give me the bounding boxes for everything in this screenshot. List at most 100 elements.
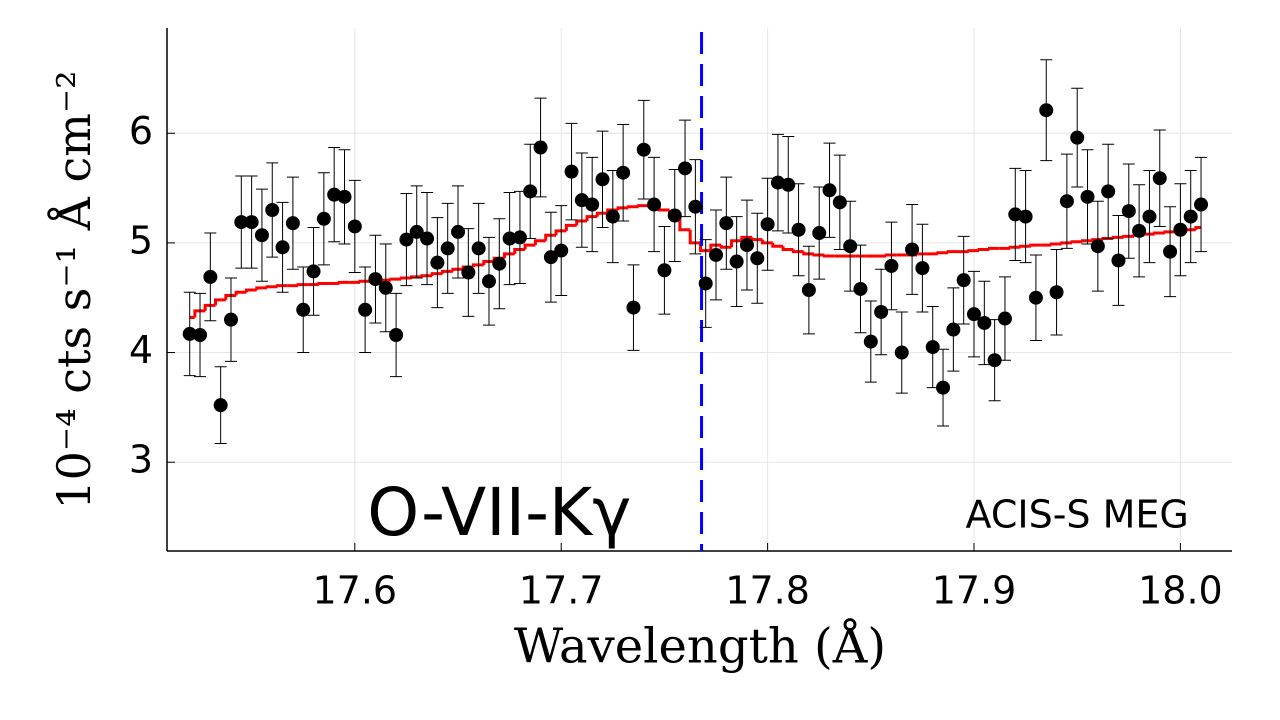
model-step xyxy=(750,237,763,242)
model-step xyxy=(729,239,742,248)
model-step xyxy=(760,239,773,245)
data-point xyxy=(1018,209,1033,224)
data-point xyxy=(843,239,858,254)
data-point xyxy=(698,276,713,291)
data-point xyxy=(894,345,909,360)
y-tick-label: 5 xyxy=(129,218,153,262)
data-point xyxy=(451,224,466,239)
data-point xyxy=(213,398,228,413)
model-step xyxy=(214,298,226,306)
data-point xyxy=(399,232,414,247)
model-step xyxy=(977,247,990,251)
data-point xyxy=(647,197,662,212)
data-point xyxy=(337,189,352,204)
model-step xyxy=(1163,230,1176,234)
data-point xyxy=(306,264,321,279)
model-step xyxy=(936,251,949,255)
model-step xyxy=(255,286,268,291)
data-point xyxy=(832,195,847,210)
data-point xyxy=(223,312,238,327)
model-step xyxy=(430,272,443,276)
data-point xyxy=(1111,253,1126,268)
model-step xyxy=(709,243,722,251)
data-point xyxy=(389,328,404,343)
model-step xyxy=(523,243,536,250)
data-point xyxy=(791,222,806,237)
data-point xyxy=(1152,171,1167,186)
data-point xyxy=(409,224,424,239)
data-point xyxy=(760,217,775,232)
data-point xyxy=(739,238,754,253)
data-point xyxy=(265,203,280,218)
x-tick-label: 18.0 xyxy=(1138,569,1223,613)
data-point xyxy=(801,283,816,298)
data-point xyxy=(543,250,558,265)
model-step xyxy=(203,303,216,311)
x-tick-label: 17.6 xyxy=(313,569,398,613)
y-tick-label: 4 xyxy=(129,328,153,372)
model-step xyxy=(575,219,588,226)
data-point xyxy=(1059,194,1074,209)
data-point xyxy=(1049,285,1064,300)
data-point xyxy=(564,164,579,179)
data-point xyxy=(812,226,827,241)
data-point xyxy=(1194,197,1209,212)
model-step xyxy=(533,239,546,246)
data-point xyxy=(1090,239,1105,254)
data-point xyxy=(1039,103,1054,118)
model-step xyxy=(637,204,649,208)
data-point xyxy=(1132,223,1147,238)
data-point xyxy=(997,311,1012,326)
model-step xyxy=(451,267,464,272)
data-point xyxy=(987,353,1002,368)
model-step xyxy=(688,229,701,245)
model-step xyxy=(781,246,794,251)
model-step xyxy=(1122,234,1134,238)
data-point xyxy=(1142,209,1157,224)
data-point xyxy=(461,265,476,280)
data-point xyxy=(688,199,703,214)
data-point xyxy=(781,177,796,192)
model-step xyxy=(1018,244,1031,248)
model-step xyxy=(657,206,670,212)
data-point xyxy=(430,255,445,270)
data-point xyxy=(234,215,249,230)
model-step xyxy=(317,281,330,285)
data-point xyxy=(822,183,837,198)
x-tick-label: 17.8 xyxy=(725,569,810,613)
x-axis-label: Wavelength (Å) xyxy=(514,618,886,675)
y-tick-label: 6 xyxy=(129,109,153,153)
data-point xyxy=(925,340,940,355)
data-point xyxy=(1183,209,1198,224)
model-step xyxy=(275,284,288,288)
model-step xyxy=(554,229,567,236)
data-point xyxy=(203,269,218,284)
model-step xyxy=(471,263,484,268)
data-point xyxy=(595,172,610,187)
model-step xyxy=(1194,226,1202,230)
data-point xyxy=(585,197,600,212)
model-step xyxy=(234,290,247,296)
data-point xyxy=(719,216,734,231)
data-point xyxy=(347,219,362,234)
data-point xyxy=(956,273,971,288)
data-point xyxy=(502,231,517,246)
model-step xyxy=(244,288,257,293)
data-point xyxy=(512,230,527,245)
data-point xyxy=(182,326,197,341)
model-step xyxy=(482,260,495,265)
model-step xyxy=(616,206,629,211)
data-point xyxy=(967,307,982,322)
data-point xyxy=(1028,290,1043,305)
x-tick-label: 17.9 xyxy=(932,569,1017,613)
data-point xyxy=(1121,204,1136,219)
model-step xyxy=(296,283,309,287)
data-point xyxy=(709,247,724,262)
model-step xyxy=(1153,231,1165,235)
data-point xyxy=(863,334,878,349)
model-step xyxy=(822,254,835,258)
data-point xyxy=(358,302,373,317)
data-point xyxy=(678,161,693,176)
model-step xyxy=(585,215,598,221)
model-step xyxy=(678,216,691,232)
